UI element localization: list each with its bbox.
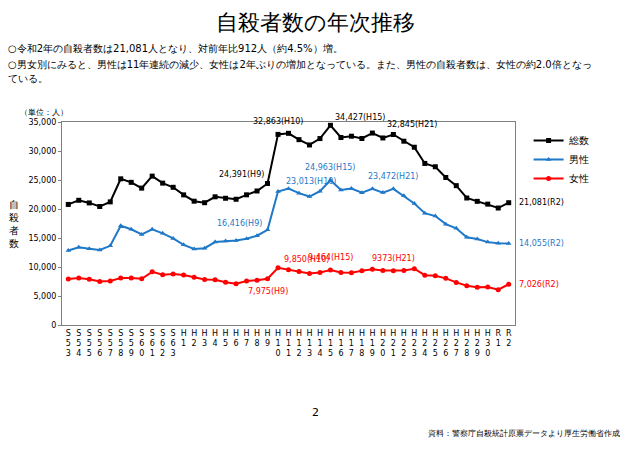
svg-text:女性: 女性 (569, 173, 589, 184)
svg-text:S63: S63 (171, 329, 176, 359)
svg-text:2: 2 (312, 406, 319, 419)
svg-text:H22: H22 (401, 329, 407, 359)
svg-text:H18: H18 (359, 329, 365, 359)
svg-text:自殺者数: 自殺者数 (9, 199, 19, 249)
svg-text:H10: H10 (275, 329, 281, 359)
svg-text:H30: H30 (485, 329, 491, 359)
svg-text:20,000: 20,000 (28, 205, 56, 214)
svg-text:H17: H17 (348, 329, 354, 359)
svg-text:H19: H19 (369, 329, 375, 359)
svg-text:H20: H20 (380, 329, 386, 359)
svg-text:H13: H13 (306, 329, 312, 359)
svg-text:H26: H26 (443, 329, 449, 359)
svg-text:S58: S58 (118, 329, 123, 359)
svg-text:（単位：人）: （単位：人） (20, 108, 68, 117)
svg-text:S55: S55 (87, 329, 92, 359)
svg-text:5,000: 5,000 (33, 292, 56, 301)
svg-text:35,000: 35,000 (28, 118, 56, 127)
svg-text:23,013(H10): 23,013(H10) (286, 177, 336, 186)
svg-text:7,975(H9): 7,975(H9) (248, 287, 288, 296)
svg-text:H25: H25 (432, 329, 438, 359)
svg-text:S57: S57 (108, 329, 113, 359)
svg-text:H16: H16 (338, 329, 344, 359)
svg-text:23,472(H21): 23,472(H21) (368, 172, 418, 181)
svg-text:24,963(H15): 24,963(H15) (305, 163, 355, 172)
svg-text:16,416(H9): 16,416(H9) (217, 219, 262, 228)
svg-text:S60: S60 (139, 329, 144, 359)
svg-text:32,863(H10): 32,863(H10) (253, 117, 303, 126)
svg-text:9,850(H10): 9,850(H10) (284, 255, 329, 264)
svg-text:15,000: 15,000 (28, 234, 56, 243)
svg-text:9,464(H15): 9,464(H15) (308, 253, 353, 262)
svg-text:H7: H7 (244, 329, 250, 348)
svg-text:S62: S62 (160, 329, 165, 359)
svg-text:H11: H11 (285, 329, 291, 359)
svg-text:H15: H15 (327, 329, 333, 359)
svg-text:21,081(R2): 21,081(R2) (519, 198, 564, 207)
svg-text:9373(H21): 9373(H21) (372, 254, 415, 263)
svg-text:R1: R1 (495, 329, 501, 348)
svg-text:H3: H3 (202, 329, 208, 348)
svg-text:H8: H8 (254, 329, 260, 348)
svg-text:H14: H14 (317, 329, 323, 359)
svg-text:32,845(H21): 32,845(H21) (387, 120, 437, 129)
svg-text:H23: H23 (411, 329, 417, 359)
svg-text:S56: S56 (97, 329, 102, 359)
svg-text:25,000: 25,000 (28, 176, 56, 185)
svg-text:H29: H29 (474, 329, 480, 359)
svg-text:○令和2年の自殺者数は21,081人となり、対前年比912人: ○令和2年の自殺者数は21,081人となり、対前年比912人（約4.5%）増。 (8, 43, 343, 54)
svg-text:S53: S53 (66, 329, 71, 359)
svg-text:資料：警察庁自殺統計原票データより厚生労働省作成: 資料：警察庁自殺統計原票データより厚生労働省作成 (428, 429, 620, 438)
svg-text:○男女別にみると、男性は11年連続の減少、女性は2年ぶりの増: ○男女別にみると、男性は11年連続の減少、女性は2年ぶりの増加となっている。また… (8, 59, 592, 70)
svg-text:S54: S54 (76, 329, 81, 359)
svg-text:H21: H21 (390, 329, 396, 359)
svg-text:H4: H4 (212, 329, 218, 348)
svg-text:総数: 総数 (568, 135, 589, 146)
svg-text:H6: H6 (233, 329, 239, 348)
svg-text:S61: S61 (150, 329, 155, 359)
svg-text:24,391(H9): 24,391(H9) (219, 170, 264, 179)
svg-text:H9: H9 (265, 329, 271, 348)
svg-text:ている。: ている。 (8, 73, 48, 84)
svg-text:H28: H28 (464, 329, 470, 359)
svg-text:H1: H1 (181, 329, 187, 348)
svg-text:7,026(R2): 7,026(R2) (519, 280, 559, 289)
svg-text:H5: H5 (223, 329, 229, 348)
svg-text:H2: H2 (191, 329, 197, 348)
svg-text:男性: 男性 (569, 154, 589, 165)
svg-text:30,000: 30,000 (28, 147, 56, 156)
svg-text:34,427(H15): 34,427(H15) (335, 113, 385, 122)
svg-text:H27: H27 (453, 329, 459, 359)
svg-text:14,055(R2): 14,055(R2) (519, 239, 564, 248)
svg-text:S59: S59 (129, 329, 134, 359)
svg-text:H12: H12 (296, 329, 302, 359)
svg-text:自殺者数の年次推移: 自殺者数の年次推移 (216, 10, 415, 35)
svg-text:R2: R2 (506, 329, 512, 348)
svg-text:H24: H24 (422, 329, 428, 359)
svg-text:0: 0 (51, 321, 56, 330)
svg-text:10,000: 10,000 (28, 263, 56, 272)
